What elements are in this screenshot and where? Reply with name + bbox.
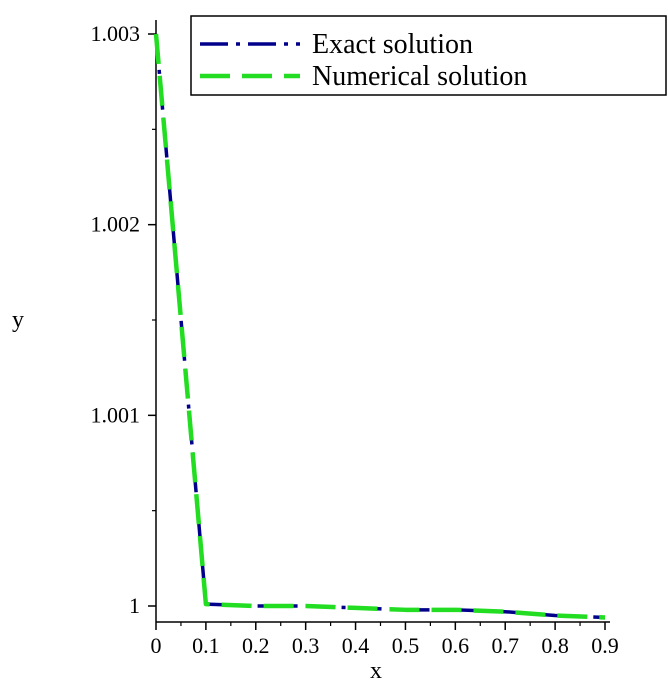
x-tick-label: 0.8 [541,633,569,658]
x-axis-label: x [370,658,382,682]
x-ticks: 0 0.1 0.2 0.3 0.4 0.5 0.6 0.7 0.8 0.9 [151,622,619,658]
y-tick-label: 1.002 [91,212,141,237]
series-line-2 [153,33,606,620]
x-tick-label: 0.7 [491,633,519,658]
legend-label-1: Exact solution [312,29,473,60]
x-tick-label: 0.4 [342,633,370,658]
series-layer [153,33,606,620]
legend-box [190,15,667,96]
y-tick-label: 1 [129,593,140,618]
x-tick-label: 0.3 [292,633,320,658]
y-axis-label: y [12,307,24,333]
x-tick-label: 0.5 [392,633,420,658]
x-tick-label: 0.9 [591,633,619,658]
x-tick-label: 0.2 [242,633,270,658]
y-tick-label: 1.001 [91,402,141,427]
x-tick-label: 0.1 [192,633,220,658]
x-tick-label: 0.6 [442,633,470,658]
series-line-1 [154,33,606,620]
x-tick-label: 0 [151,633,162,658]
legend-label-2: Numerical solution [312,61,527,92]
y-tick-label: 1.003 [91,21,141,46]
y-ticks: 1 1.001 1.002 1.003 [91,21,156,618]
axes [155,20,610,623]
